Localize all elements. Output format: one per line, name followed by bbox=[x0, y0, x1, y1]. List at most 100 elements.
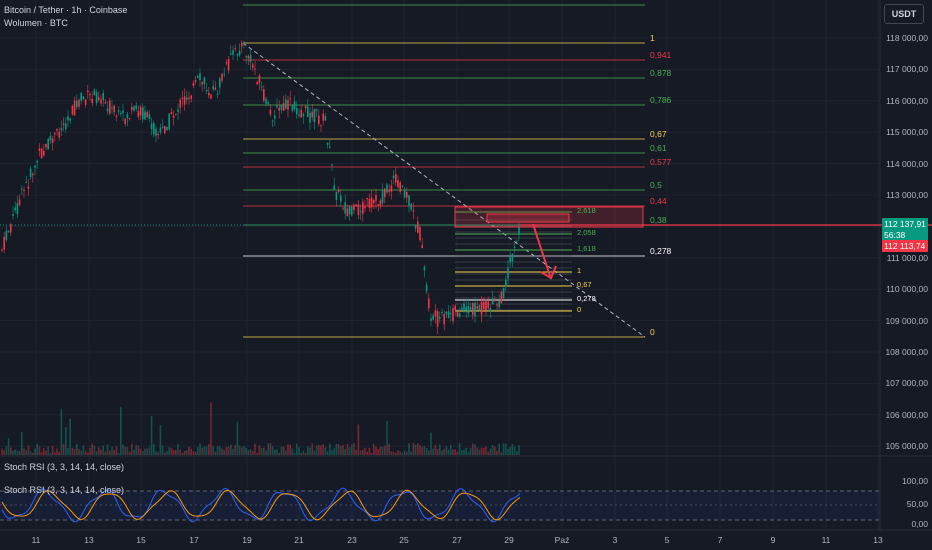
candle-body bbox=[212, 86, 214, 90]
volume-bar bbox=[133, 449, 135, 455]
candle-body bbox=[106, 108, 109, 112]
volume-bar bbox=[199, 443, 201, 455]
candle-body bbox=[208, 92, 210, 96]
volume-bar bbox=[478, 449, 481, 455]
volume-bar bbox=[69, 418, 71, 455]
candle-body bbox=[430, 318, 432, 321]
candle-body bbox=[518, 226, 520, 235]
volume-bar bbox=[465, 447, 467, 455]
volume-bar bbox=[263, 447, 265, 455]
currency-button[interactable]: USDT bbox=[884, 4, 924, 24]
volume-bar bbox=[175, 449, 177, 455]
candle-body bbox=[102, 92, 104, 101]
volume-bar bbox=[122, 444, 124, 455]
price-axis-label: 109 000,00 bbox=[885, 315, 928, 326]
volume-bar bbox=[419, 445, 421, 455]
volume-bar bbox=[456, 451, 459, 455]
volume-bar bbox=[335, 443, 338, 455]
volume-bar bbox=[120, 406, 122, 455]
volume-bar bbox=[406, 451, 408, 455]
candle-body bbox=[135, 105, 137, 110]
candle-body bbox=[84, 99, 87, 106]
candle-body bbox=[509, 257, 511, 263]
volume-bar bbox=[1, 448, 3, 455]
volume-bar bbox=[329, 443, 331, 455]
candle-body bbox=[276, 105, 278, 108]
price-axis-label: 111 000,00 bbox=[886, 252, 928, 263]
volume-bar bbox=[104, 451, 107, 455]
time-axis-label: 15 bbox=[136, 535, 146, 545]
volume-bar bbox=[170, 448, 173, 455]
volume-bar bbox=[397, 450, 399, 455]
symbol-title[interactable]: Bitcoin / Tether · 1h · Coinbase bbox=[4, 5, 128, 15]
volume-bar bbox=[153, 443, 155, 455]
candle-body bbox=[126, 114, 129, 119]
candle-body bbox=[148, 114, 151, 119]
volume-bar bbox=[324, 447, 327, 455]
candle-body bbox=[170, 111, 173, 114]
volume-bar bbox=[298, 447, 300, 455]
rsi-level-100: 100,00 bbox=[902, 476, 928, 486]
volume-bar bbox=[296, 443, 298, 455]
candle-body bbox=[93, 89, 96, 95]
candle-body bbox=[21, 188, 23, 190]
volume-bar bbox=[82, 445, 85, 455]
volume-bar bbox=[166, 451, 168, 455]
volume-bar bbox=[370, 452, 373, 455]
volume-bar bbox=[76, 443, 78, 455]
candle-body bbox=[269, 109, 272, 115]
candle-body bbox=[318, 115, 320, 125]
candle-body bbox=[386, 184, 388, 193]
volume-bar bbox=[142, 450, 144, 455]
volume-bar bbox=[21, 431, 23, 455]
volume-bar bbox=[483, 447, 485, 455]
candle-body bbox=[60, 127, 63, 131]
candle-body bbox=[199, 73, 201, 81]
candle-body bbox=[326, 143, 329, 145]
time-axis-label: 19 bbox=[242, 535, 252, 545]
volume-bar bbox=[320, 445, 322, 455]
volume-label: Wolumen · BTC bbox=[4, 18, 68, 28]
candle-body bbox=[469, 306, 472, 310]
volume-bar bbox=[208, 444, 210, 455]
volume-bar bbox=[348, 447, 351, 455]
volume-bar bbox=[131, 443, 133, 455]
candle-body bbox=[311, 111, 313, 118]
volume-bar bbox=[190, 448, 192, 455]
volume-bar bbox=[36, 444, 38, 455]
volume-bar bbox=[381, 446, 384, 455]
candle-body bbox=[434, 310, 437, 317]
time-axis-label: 11 bbox=[31, 535, 41, 545]
volume-bar bbox=[192, 451, 195, 455]
volume-bar bbox=[463, 449, 465, 455]
candle-body bbox=[254, 68, 256, 70]
volume-bar bbox=[375, 446, 377, 455]
volume-bar bbox=[364, 447, 366, 455]
candle-body bbox=[133, 106, 135, 111]
volume-bar bbox=[458, 443, 461, 455]
volume-bar bbox=[225, 447, 228, 455]
candle-body bbox=[82, 96, 85, 100]
ask-price-tag: 112 113,74 bbox=[882, 240, 928, 252]
stoch-rsi-label-2[interactable]: Stoch RSI (3, 3, 14, 14, close) bbox=[4, 485, 125, 495]
stoch-rsi-label[interactable]: Stoch RSI (3, 3, 14, 14, close) bbox=[4, 462, 125, 472]
candle-body bbox=[51, 138, 54, 144]
fib-level-label: 1 bbox=[650, 33, 655, 43]
volume-bar bbox=[234, 444, 236, 455]
candle-body bbox=[45, 143, 47, 148]
candle-body bbox=[487, 301, 489, 309]
fib-small-label: 2,058 bbox=[577, 228, 596, 237]
time-axis-label: 21 bbox=[294, 535, 304, 545]
fib-level-label: 0,5 bbox=[650, 180, 662, 190]
volume-bar bbox=[265, 450, 267, 455]
volume-bar bbox=[476, 447, 478, 455]
candle-body bbox=[406, 192, 408, 198]
candle-body bbox=[478, 305, 481, 311]
candle-body bbox=[491, 298, 494, 305]
price-axis-label: 113 000,00 bbox=[886, 190, 928, 200]
candle-body bbox=[364, 205, 366, 209]
volume-bar bbox=[494, 446, 496, 455]
candle-body bbox=[76, 100, 78, 108]
